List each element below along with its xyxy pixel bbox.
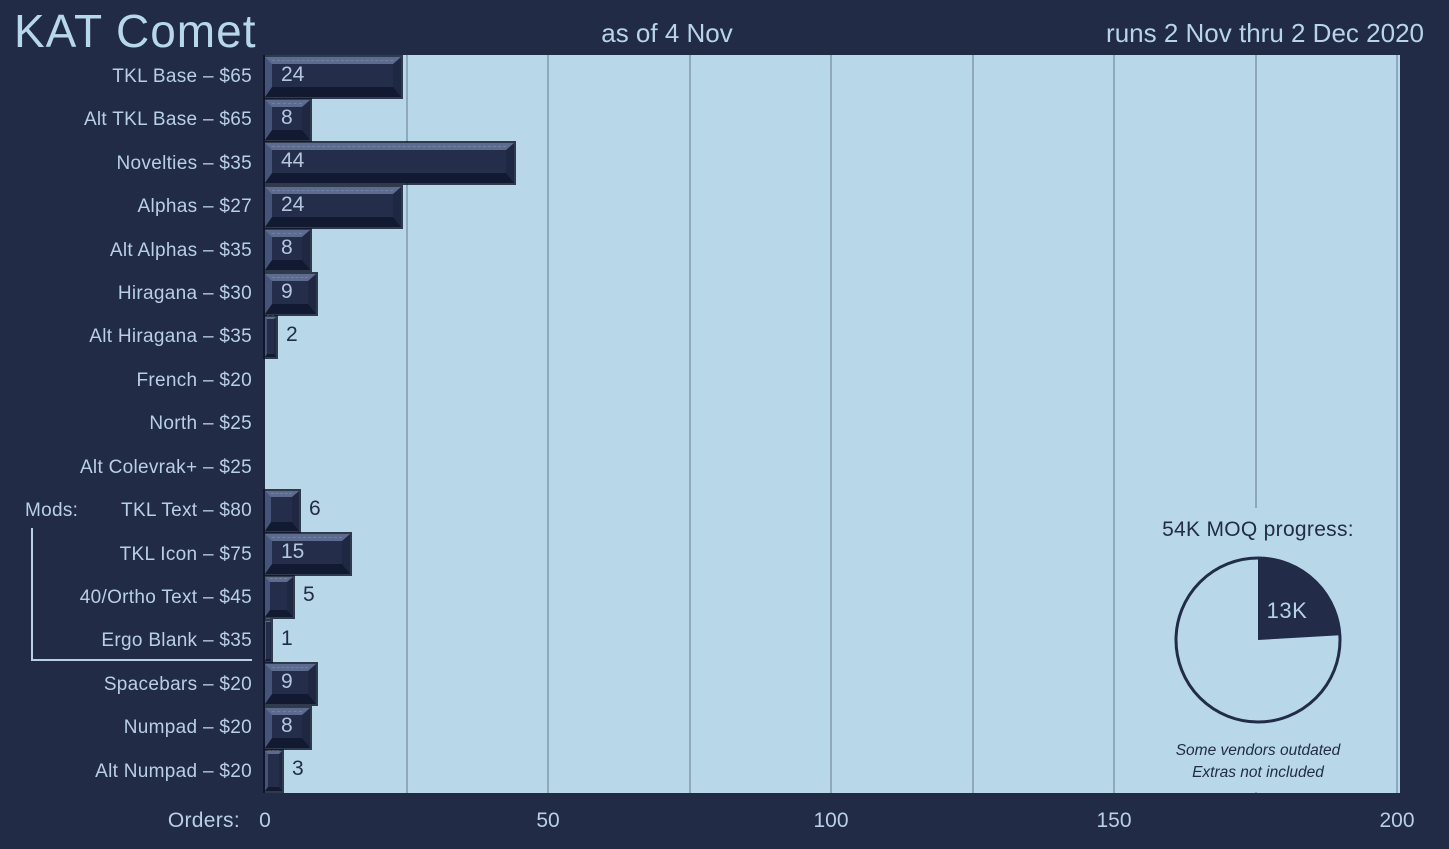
gridline-125 bbox=[971, 55, 974, 793]
footnote-line-2: Extras not included bbox=[1192, 764, 1324, 781]
bar-value-hiragana-30: 9 bbox=[281, 279, 293, 303]
moq-pie-chart bbox=[1174, 556, 1342, 724]
bar-value-alphas-27: 24 bbox=[281, 192, 305, 216]
category-label-tkl-icon-75: TKL Icon – $75 bbox=[119, 543, 252, 565]
bar-value-tkl-base-65: 24 bbox=[281, 62, 305, 86]
category-label-novelties-35: Novelties – $35 bbox=[116, 152, 252, 174]
bar-alt-alphas-35 bbox=[265, 230, 310, 271]
page-title: KAT Comet bbox=[14, 5, 257, 57]
mods-bracket-vertical bbox=[31, 528, 33, 661]
pie-background-patch bbox=[1150, 508, 1366, 792]
bar-value-tkl-icon-75: 15 bbox=[281, 540, 305, 564]
gridline-175 bbox=[1254, 55, 1257, 793]
x-tick-200: 200 bbox=[1379, 809, 1415, 832]
bar-alt-numpad-20 bbox=[265, 750, 282, 792]
bar-alt-hiragana-35 bbox=[265, 314, 276, 357]
bar-value-numpad-20: 8 bbox=[281, 713, 293, 737]
x-tick-50: 50 bbox=[536, 809, 560, 832]
bar-value-ergo-blank-35: 1 bbox=[281, 626, 293, 650]
category-label-numpad-20: Numpad – $20 bbox=[123, 717, 252, 739]
gridline-75 bbox=[688, 55, 691, 793]
category-label-alphas-27: Alphas – $27 bbox=[137, 196, 252, 218]
x-tick-100: 100 bbox=[813, 809, 849, 832]
category-label-alt-alphas-35: Alt Alphas – $35 bbox=[109, 239, 252, 261]
category-label-alt-hiragana-35: Alt Hiragana – $35 bbox=[89, 326, 252, 348]
category-label-alt-tkl-base-65: Alt TKL Base – $65 bbox=[83, 109, 252, 131]
x-axis-label: Orders: bbox=[167, 809, 240, 832]
bar-spacebars-20 bbox=[265, 664, 316, 705]
bar-value-alt-numpad-20: 3 bbox=[292, 757, 304, 781]
bar-tkl-text-80 bbox=[265, 490, 299, 531]
x-tick-0: 0 bbox=[259, 809, 271, 832]
bar-value-spacebars-20: 9 bbox=[281, 670, 293, 694]
bar-alt-tkl-base-65 bbox=[265, 99, 310, 140]
category-label-alt-numpad-20: Alt Numpad – $20 bbox=[95, 760, 252, 782]
bar-value-tkl-text-80: 6 bbox=[309, 496, 321, 520]
bar-numpad-20 bbox=[265, 707, 310, 748]
x-tick-150: 150 bbox=[1096, 809, 1132, 832]
moq-progress-value: 13K bbox=[1266, 598, 1308, 623]
gridline-150 bbox=[1113, 55, 1115, 793]
bar-tkl-icon-75 bbox=[265, 534, 350, 575]
run-dates-note: runs 2 Nov thru 2 Dec 2020 bbox=[1106, 18, 1424, 48]
gridline-50 bbox=[547, 55, 549, 793]
category-label-hiragana-30: Hiragana – $30 bbox=[117, 283, 252, 305]
category-label-40-ortho-text-45: 40/Ortho Text – $45 bbox=[79, 586, 252, 608]
moq-progress-title: 54K MOQ progress: bbox=[1162, 518, 1354, 541]
bar-value-alt-hiragana-35: 2 bbox=[286, 322, 298, 346]
gridline-100 bbox=[830, 55, 832, 793]
category-label-spacebars-20: Spacebars – $20 bbox=[103, 673, 252, 695]
bar-ergo-blank-35 bbox=[265, 617, 271, 661]
category-label-ergo-blank-35: Ergo Blank – $35 bbox=[101, 630, 252, 652]
bar-novelties-35 bbox=[265, 143, 514, 184]
as-of-note: as of 4 Nov bbox=[601, 18, 733, 48]
footnote-line-1: Some vendors outdated bbox=[1175, 742, 1341, 759]
bar-40-ortho-text-45 bbox=[265, 577, 293, 618]
bar-value-alt-tkl-base-65: 8 bbox=[281, 105, 293, 129]
pie-progress-slice bbox=[1258, 558, 1340, 640]
category-label-tkl-text-80: TKL Text – $80 bbox=[121, 500, 252, 522]
bar-value-40-ortho-text-45: 5 bbox=[303, 583, 315, 607]
category-label-north-25: North – $25 bbox=[149, 413, 252, 435]
category-label-alt-colevrak-25: Alt Colevrak+ – $25 bbox=[79, 456, 252, 478]
category-label-french-20: French – $20 bbox=[136, 369, 252, 391]
bar-tkl-base-65 bbox=[265, 56, 401, 97]
bar-hiragana-30 bbox=[265, 273, 316, 314]
gridline-25 bbox=[405, 55, 408, 793]
mods-bracket-horizontal bbox=[31, 658, 252, 661]
bar-value-alt-alphas-35: 8 bbox=[281, 236, 293, 260]
gridline-200 bbox=[1396, 55, 1398, 793]
bar-value-novelties-35: 44 bbox=[281, 149, 305, 173]
bar-alphas-27 bbox=[265, 186, 401, 227]
mods-group-label: Mods: bbox=[25, 500, 79, 522]
category-label-tkl-base-65: TKL Base – $65 bbox=[112, 66, 252, 87]
